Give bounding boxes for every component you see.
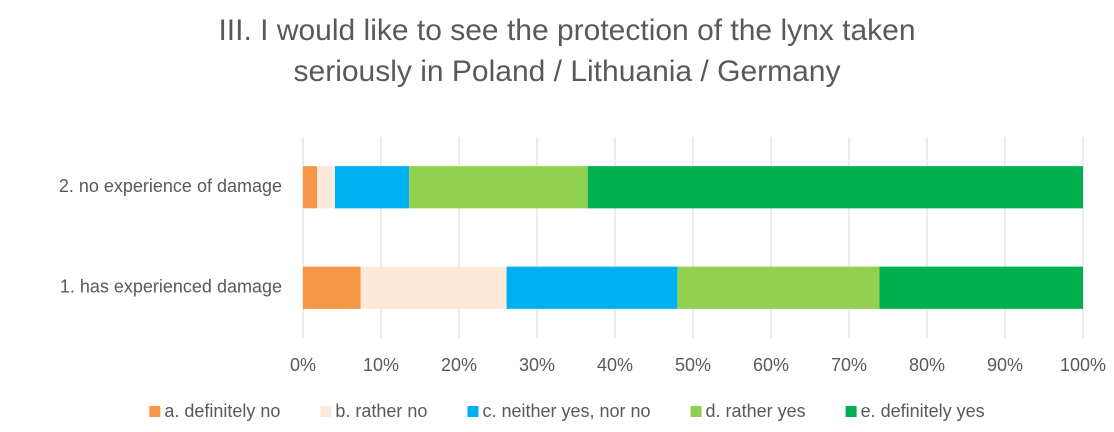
bar-segment (409, 166, 588, 209)
x-tick-label: 70% (831, 355, 867, 375)
x-tick-label: 20% (441, 355, 477, 375)
bar-segment (879, 266, 1083, 309)
x-tick-label: 50% (675, 355, 711, 375)
legend-label: e. definitely yes (861, 401, 985, 421)
bar-segment (303, 266, 361, 309)
x-tick-label: 90% (987, 355, 1023, 375)
y-tick-label: 2. no experience of damage (59, 176, 282, 196)
legend-label: d. rather yes (706, 401, 806, 421)
bar-segment (506, 266, 678, 309)
bar-segment (317, 166, 335, 209)
chart-title: III. I would like to see the protection … (218, 14, 915, 47)
bar-segment (334, 166, 410, 209)
x-tick-label: 10% (363, 355, 399, 375)
bar-segment (360, 266, 507, 309)
x-tick-label: 60% (753, 355, 789, 375)
legend-label: a. definitely no (164, 401, 280, 421)
bar-segment (677, 266, 880, 309)
x-tick-label: 0% (290, 355, 316, 375)
x-tick-label: 100% (1060, 355, 1106, 375)
chart-title: seriously in Poland / Lithuania / German… (294, 55, 841, 88)
x-tick-label: 40% (597, 355, 633, 375)
legend-swatch (467, 406, 479, 417)
bar-segment (303, 166, 318, 209)
legend-label: c. neither yes, nor no (482, 401, 650, 421)
bar-segment (587, 166, 1083, 209)
legend-swatch (320, 406, 332, 417)
legend-swatch (149, 406, 161, 417)
x-tick-label: 80% (909, 355, 945, 375)
legend-swatch (690, 406, 702, 417)
legend-label: b. rather no (335, 401, 427, 421)
y-tick-label: 1. has experienced damage (60, 277, 282, 297)
legend-swatch (845, 406, 857, 417)
x-tick-label: 30% (519, 355, 555, 375)
